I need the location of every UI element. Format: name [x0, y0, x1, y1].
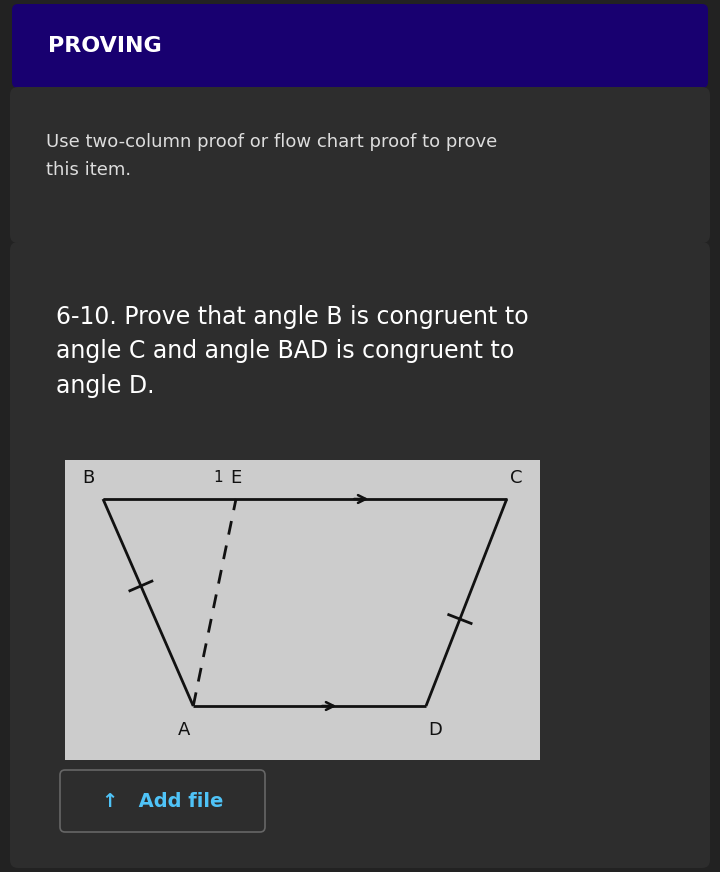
Text: PROVING: PROVING — [48, 36, 162, 56]
FancyBboxPatch shape — [10, 87, 710, 243]
Text: Use two-column proof or flow chart proof to prove
this item.: Use two-column proof or flow chart proof… — [46, 133, 498, 179]
Text: ↑   Add file: ↑ Add file — [102, 792, 223, 810]
Text: E: E — [230, 469, 242, 487]
Text: D: D — [428, 721, 442, 739]
Text: C: C — [510, 469, 523, 487]
Text: B: B — [83, 469, 95, 487]
Text: 1: 1 — [213, 469, 222, 485]
Text: A: A — [178, 721, 190, 739]
FancyBboxPatch shape — [12, 4, 708, 88]
FancyBboxPatch shape — [10, 242, 710, 868]
Text: 6-10. Prove that angle B is congruent to
angle C and angle BAD is congruent to
a: 6-10. Prove that angle B is congruent to… — [56, 305, 528, 398]
FancyBboxPatch shape — [65, 460, 540, 760]
FancyBboxPatch shape — [60, 770, 265, 832]
